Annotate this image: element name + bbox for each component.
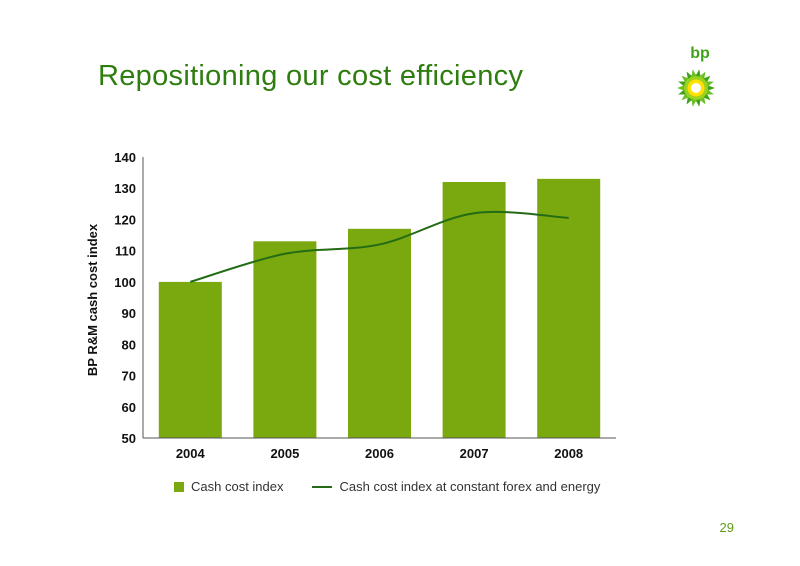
y-tick-label: 130 <box>114 181 136 196</box>
helios-icon <box>677 69 715 107</box>
bar-2006 <box>348 228 411 438</box>
y-tick-label: 80 <box>122 337 136 352</box>
x-tick-label: 2008 <box>554 446 583 461</box>
page-number: 29 <box>719 520 734 535</box>
y-tick-label: 110 <box>115 244 136 259</box>
constant-forex-line <box>190 210 569 283</box>
legend-swatch-line <box>311 485 332 488</box>
y-axis-title: BP R&M cash cost index <box>85 223 100 376</box>
legend-label-cash-cost: Cash cost index <box>191 479 284 494</box>
bar-2005 <box>253 241 317 438</box>
legend-item-constant-forex: Cash cost index at constant forex and en… <box>311 479 601 494</box>
x-tick-label: 2004 <box>176 446 206 461</box>
y-tick-label: 100 <box>114 275 136 290</box>
legend-label-constant-forex: Cash cost index at constant forex and en… <box>339 479 601 494</box>
bp-logo-text: bp <box>690 45 710 62</box>
slide-title: Repositioning our cost efficiency <box>98 60 524 92</box>
x-tick-label: 2007 <box>460 446 489 461</box>
bp-logo: bp <box>677 45 715 107</box>
legend-swatch-bar <box>174 481 184 492</box>
y-tick-label: 120 <box>114 212 136 227</box>
legend-item-cash-cost: Cash cost index <box>174 479 284 494</box>
bar-2008 <box>537 178 601 438</box>
y-tick-label: 140 <box>114 150 136 165</box>
x-tick-label: 2005 <box>270 446 299 461</box>
bar-series <box>158 178 601 438</box>
y-tick-label: 90 <box>122 306 136 321</box>
x-tick-labels: 2004 2005 2006 2007 2008 <box>176 446 583 461</box>
bar-2007 <box>442 181 506 438</box>
y-tick-label: 50 <box>122 431 136 446</box>
x-tick-label: 2006 <box>365 446 394 461</box>
y-tick-label: 70 <box>122 369 136 384</box>
y-tick-labels: 50 60 70 80 90 100 110 120 130 140 <box>114 150 136 446</box>
chart-legend: Cash cost index Cash cost index at const… <box>174 479 600 494</box>
y-tick-label: 60 <box>122 400 136 415</box>
bar-2004 <box>158 281 222 438</box>
